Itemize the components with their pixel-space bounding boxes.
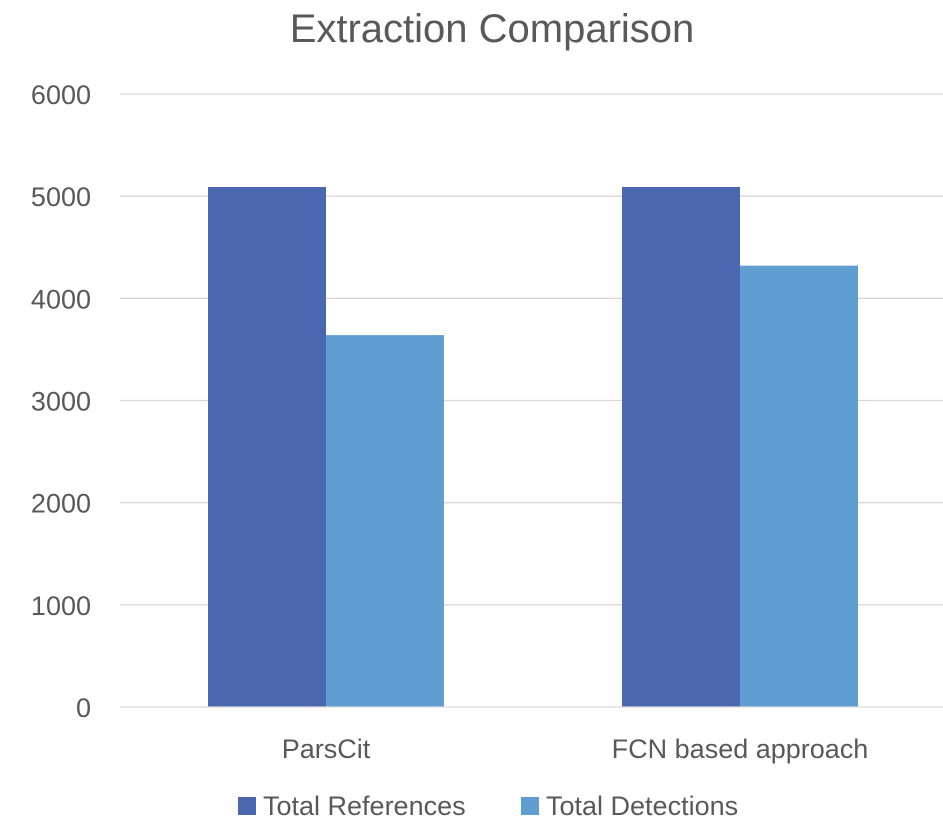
y-tick-label: 0 xyxy=(76,693,91,723)
y-tick-label: 2000 xyxy=(31,489,91,519)
legend-swatch xyxy=(238,797,256,815)
bar-total-references-1 xyxy=(622,186,740,707)
x-tick-label: FCN based approach xyxy=(612,734,869,764)
x-axis-ticks: ParsCit FCN based approach xyxy=(282,734,869,764)
legend-label: Total References xyxy=(263,791,466,821)
bars xyxy=(208,186,858,707)
legend-swatch xyxy=(521,797,539,815)
y-tick-label: 5000 xyxy=(31,182,91,212)
bar-total-detections-1 xyxy=(740,265,858,707)
y-tick-label: 6000 xyxy=(31,80,91,110)
legend: Total References Total Detections xyxy=(238,791,738,821)
bar-total-detections-0 xyxy=(326,335,444,707)
y-axis-ticks: 0 1000 2000 3000 4000 5000 6000 xyxy=(31,80,91,723)
y-tick-label: 1000 xyxy=(31,591,91,621)
x-tick-label: ParsCit xyxy=(282,734,371,764)
bar-total-references-0 xyxy=(208,186,326,707)
chart-title: Extraction Comparison xyxy=(290,7,695,51)
y-tick-label: 3000 xyxy=(31,387,91,417)
legend-label: Total Detections xyxy=(546,791,738,821)
y-tick-label: 4000 xyxy=(31,284,91,314)
